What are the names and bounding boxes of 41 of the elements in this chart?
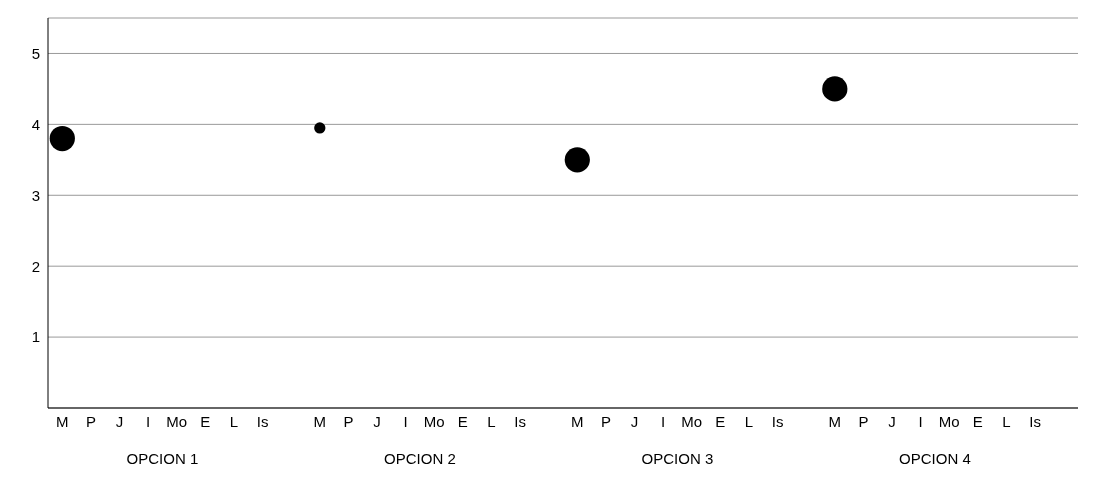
x-tick-label: I	[661, 412, 666, 430]
x-tick-label: L	[744, 412, 754, 430]
x-tick-label: Mo	[681, 412, 703, 430]
x-tick-label: P	[343, 412, 354, 430]
x-tick-label: I	[918, 412, 923, 430]
x-tick-label: L	[1002, 412, 1011, 430]
x-tick-label: Mo	[938, 412, 960, 430]
y-tick-label: 5	[31, 44, 40, 62]
text: OPCION 3	[640, 450, 715, 467]
x-tick-label: P	[85, 412, 96, 430]
x-tick-label: Is	[514, 412, 526, 430]
y-tick-label: 2	[31, 257, 40, 275]
x-tick-label: M	[571, 412, 584, 430]
x-tick-label: J	[115, 412, 124, 430]
y-tick-label: 3	[31, 186, 40, 204]
text: OPCION 4	[898, 450, 972, 467]
x-tick-label: Mo	[423, 412, 445, 430]
text: OPCION 1	[125, 450, 200, 467]
text: OPCION 2	[383, 450, 457, 467]
x-tick-label: L	[229, 412, 239, 430]
x-tick-label: E	[200, 412, 211, 430]
x-tick-label: P	[600, 412, 611, 430]
x-tick-label: E	[972, 412, 983, 430]
x-tick-label: J	[373, 412, 381, 430]
x-tick-label: M	[313, 412, 327, 430]
x-tick-label: J	[888, 412, 896, 430]
x-tick-label: E	[457, 412, 468, 430]
x-tick-label: J	[630, 412, 639, 430]
x-tick-label: M	[56, 412, 69, 430]
x-tick-label: Is	[1029, 412, 1041, 430]
x-tick-label: L	[487, 412, 496, 430]
y-tick-label: 1	[31, 328, 40, 346]
x-tick-label: E	[715, 412, 726, 430]
y-tick-label: 4	[31, 115, 40, 133]
x-tick-label: P	[858, 412, 869, 430]
x-tick-label: M	[828, 412, 842, 430]
x-tick-label: I	[146, 412, 151, 430]
x-tick-label: I	[403, 412, 408, 430]
x-tick-label: Is	[256, 412, 269, 430]
x-tick-label: Is	[771, 412, 784, 430]
x-tick-label: Mo	[166, 412, 188, 430]
